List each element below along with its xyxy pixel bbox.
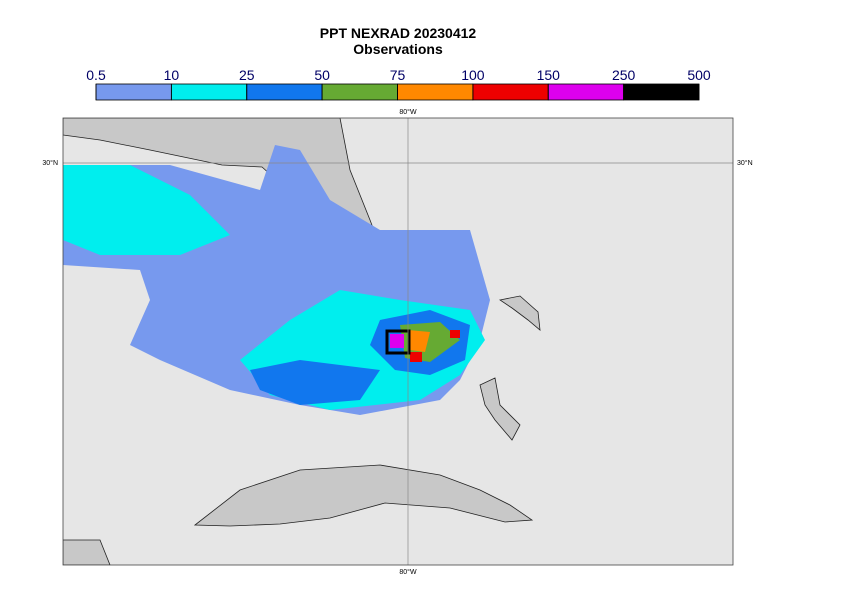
colorbar-label: 10 xyxy=(164,67,180,83)
precip-orange xyxy=(408,330,430,352)
colorbar-label: 500 xyxy=(687,67,711,83)
subtitle: Observations xyxy=(353,41,443,57)
island xyxy=(479,377,521,441)
lon-label: 80°W xyxy=(399,568,417,576)
colorbar-label: 75 xyxy=(390,67,406,83)
island xyxy=(498,295,541,331)
precip-red xyxy=(450,330,460,338)
colorbar-box xyxy=(95,83,172,101)
precip-magenta xyxy=(390,334,404,348)
highlight-box xyxy=(385,329,411,355)
precip-red xyxy=(410,352,422,362)
map-frame xyxy=(62,117,734,566)
colorbar-label: 0.5 xyxy=(86,67,106,83)
colorbar-label: 150 xyxy=(537,67,561,83)
island xyxy=(63,539,111,565)
lon-label: 80°W xyxy=(399,108,417,116)
colorbar-box xyxy=(397,83,474,101)
colorbar-label: 250 xyxy=(612,67,636,83)
colorbar-box xyxy=(623,83,700,101)
colorbar-label: 50 xyxy=(314,67,330,83)
map xyxy=(63,118,733,565)
precip-cyan xyxy=(63,165,230,255)
colorbar-box xyxy=(547,83,625,101)
colorbar: 0.5 10 25 50 75 100 150 250 500 xyxy=(86,67,711,101)
colorbar-box xyxy=(246,83,323,101)
title: PPT NEXRAD 20230412 xyxy=(320,25,477,41)
colorbar-box xyxy=(321,83,398,101)
lat-label: 30°N xyxy=(737,159,753,167)
colorbar-label: 100 xyxy=(461,67,485,83)
colorbar-label: 25 xyxy=(239,67,255,83)
cuba xyxy=(193,464,534,527)
lat-label: 30°N xyxy=(42,159,58,167)
precip-blue xyxy=(250,360,380,405)
colorbar-box xyxy=(170,83,248,101)
colorbar-box xyxy=(472,83,549,101)
